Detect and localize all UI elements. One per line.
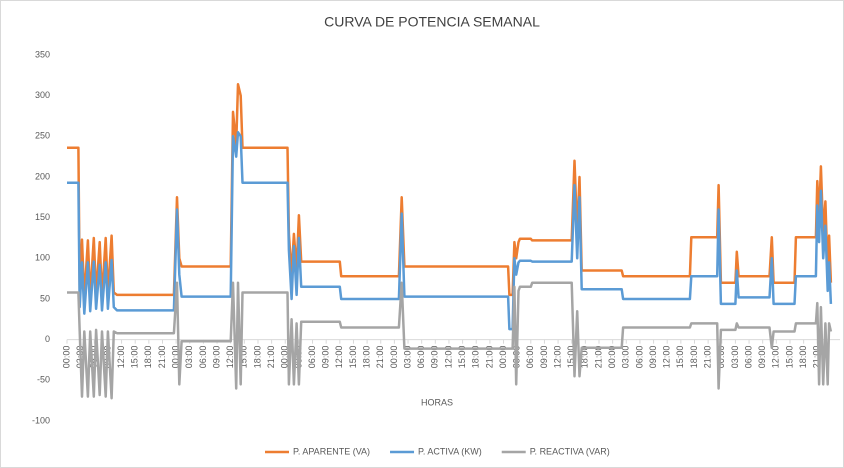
x-tick-label: 06:00 [416,346,426,369]
x-tick-label: 03:00 [730,346,740,369]
x-tick-label: 18:00 [252,346,262,369]
x-tick-label: 21:00 [593,346,603,369]
x-axis-title: HORAS [421,397,453,407]
x-tick-label: 09:00 [648,346,658,369]
x-tick-label: 00:00 [389,346,399,369]
x-tick-label: 12:00 [334,346,344,369]
legend-label: P. REACTIVA (VAR) [530,446,610,456]
x-tick-label: 09:00 [757,346,767,369]
x-tick-label: 03:00 [402,346,412,369]
x-tick-label: 12:00 [225,346,235,369]
x-tick-label: 06:00 [634,346,644,369]
x-tick-label: 06:00 [743,346,753,369]
x-tick-label: 00:00 [716,346,726,369]
y-tick-label: 50 [40,293,50,303]
y-tick-label: 150 [35,212,50,222]
x-tick-label: 18:00 [361,346,371,369]
legend-label: P. ACTIVA (KW) [418,446,482,456]
x-tick-label: 00:00 [498,346,508,369]
x-tick-label: 12:00 [771,346,781,369]
x-tick-label: 06:00 [307,346,317,369]
x-tick-label: 18:00 [580,346,590,369]
x-tick-label: 18:00 [471,346,481,369]
x-tick-label: 12:00 [552,346,562,369]
x-tick-label: 18:00 [143,346,153,369]
y-tick-label: -50 [37,375,50,385]
x-tick-label: 06:00 [525,346,535,369]
x-tick-label: 15:00 [239,346,249,369]
x-tick-label: 09:00 [321,346,331,369]
y-tick-label: 200 [35,171,50,181]
legend-label: P. APARENTE (VA) [293,446,370,456]
x-tick-label: 15:00 [784,346,794,369]
x-tick-label: 15:00 [566,346,576,369]
x-tick-label: 15:00 [348,346,358,369]
y-tick-label: 350 [35,49,50,59]
x-tick-label: 00:00 [171,346,181,369]
x-tick-label: 06:00 [198,346,208,369]
x-tick-label: 15:00 [457,346,467,369]
x-tick-label: 09:00 [430,346,440,369]
x-tick-label: 00:00 [280,346,290,369]
x-tick-label: 03:00 [621,346,631,369]
x-tick-label: 00:00 [607,346,617,369]
x-tick-label: 12:00 [662,346,672,369]
y-tick-label: 250 [35,131,50,141]
chart-title: CURVA DE POTENCIA SEMANAL [324,14,540,30]
x-tick-label: 21:00 [703,346,713,369]
x-tick-label: 21:00 [812,346,822,369]
x-tick-label: 15:00 [675,346,685,369]
x-tick-label: 18:00 [798,346,808,369]
x-tick-label: 21:00 [375,346,385,369]
series-line [67,83,833,301]
y-tick-label: -100 [32,415,50,425]
x-tick-label: 09:00 [211,346,221,369]
x-tick-label: 18:00 [689,346,699,369]
y-tick-label: 100 [35,253,50,263]
x-tick-label: 09:00 [539,346,549,369]
x-tick-label: 21:00 [157,346,167,369]
x-tick-label: 15:00 [130,346,140,369]
x-tick-label: 03:00 [184,346,194,369]
x-tick-label: 12:00 [443,346,453,369]
x-tick-label: 21:00 [266,346,276,369]
series-line [67,281,833,400]
y-tick-label: 300 [35,90,50,100]
x-tick-label: 21:00 [484,346,494,369]
series-line [67,131,833,331]
y-tick-label: 0 [45,334,50,344]
x-tick-label: 06:00 [89,346,99,369]
x-tick-label: 12:00 [116,346,126,369]
x-tick-label: 00:00 [61,346,71,369]
